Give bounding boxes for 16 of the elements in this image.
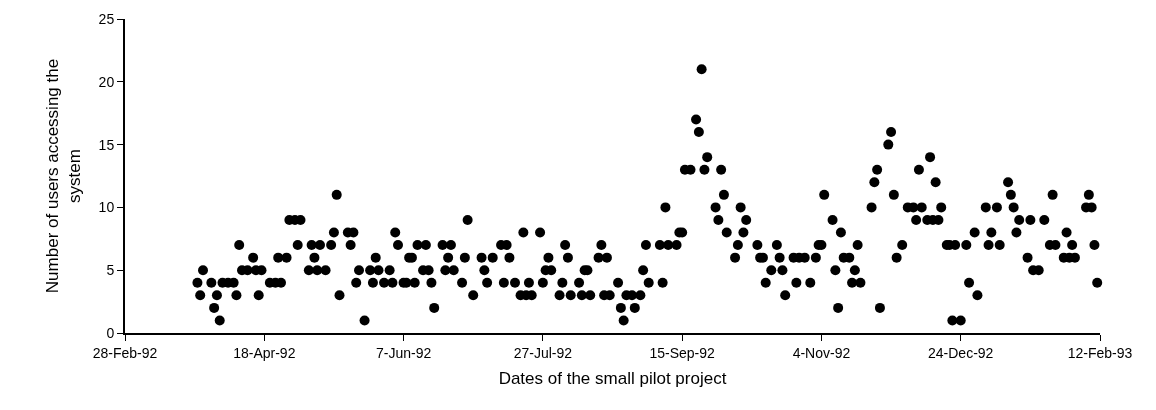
x-tick-label: 15-Sep-92: [649, 344, 716, 361]
y-tick-label: 10: [98, 199, 115, 216]
x-tick-label: 18-Apr-92: [233, 344, 296, 361]
y-tick-label: 5: [106, 262, 115, 279]
x-tick-label: 28-Feb-92: [92, 344, 158, 361]
x-tick-label: 12-Feb-93: [1067, 344, 1133, 361]
x-tick-label: 27-Jul-92: [513, 344, 573, 361]
x-axis-title: Dates of the small pilot project: [498, 368, 727, 388]
x-tick-label: 24-Dec-92: [928, 344, 994, 361]
y-tick-label: 15: [98, 136, 115, 153]
x-tick-label: 4-Nov-92: [792, 344, 851, 361]
y-tick-label: 25: [98, 10, 115, 27]
y-axis-title: Number of users accessing the system: [42, 58, 84, 294]
x-tick-label: 7-Jun-92: [375, 344, 432, 361]
y-tick-label: 0: [106, 324, 115, 341]
y-tick-label: 20: [98, 73, 115, 90]
